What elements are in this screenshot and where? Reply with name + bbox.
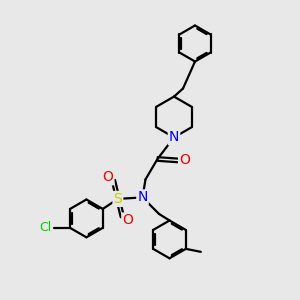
Text: N: N — [169, 130, 179, 144]
Text: O: O — [179, 154, 190, 167]
Text: Cl: Cl — [40, 221, 52, 234]
Text: O: O — [103, 170, 113, 184]
Text: O: O — [122, 214, 133, 227]
Text: S: S — [113, 192, 122, 206]
Text: N: N — [137, 190, 148, 204]
